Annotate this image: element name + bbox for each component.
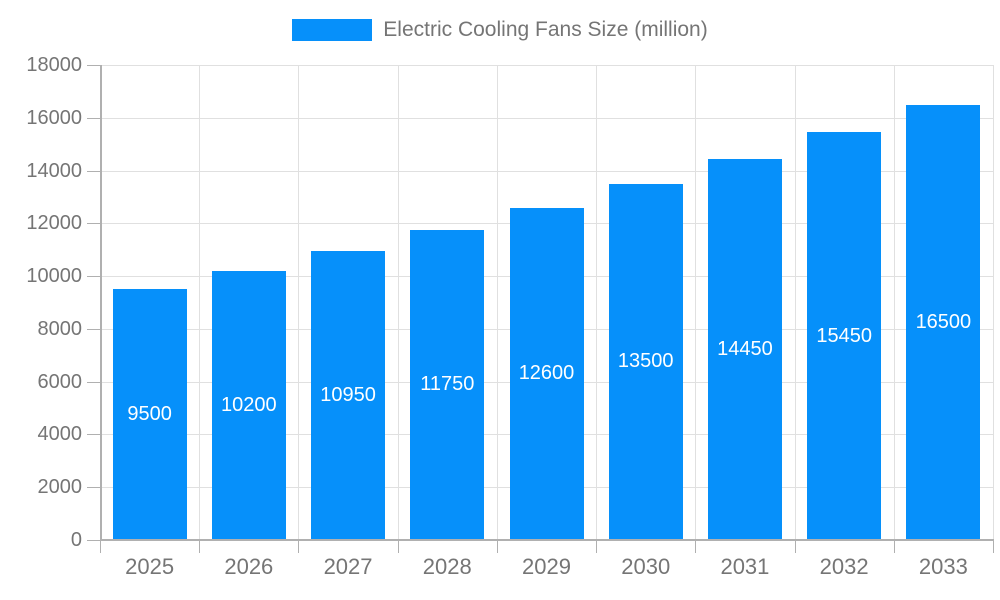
v-gridline bbox=[397, 65, 399, 540]
y-axis-label: 16000 bbox=[26, 106, 82, 129]
x-axis-label: 2028 bbox=[422, 554, 472, 579]
y-axis-label: 18000 bbox=[26, 54, 82, 76]
bar: 16500 bbox=[906, 104, 981, 540]
bar: 9500 bbox=[112, 289, 187, 540]
v-gridline bbox=[496, 65, 498, 540]
bar: 15450 bbox=[807, 132, 882, 540]
y-axis-tick bbox=[87, 328, 100, 330]
y-axis-tick bbox=[87, 170, 100, 172]
bar: 10950 bbox=[311, 251, 386, 540]
y-axis-tick bbox=[87, 381, 100, 383]
bar: 11750 bbox=[410, 229, 485, 540]
x-axis-tick bbox=[199, 540, 201, 553]
x-axis-label: 2031 bbox=[720, 554, 770, 579]
h-gridline bbox=[100, 170, 993, 172]
chart-legend: Electric Cooling Fans Size (million) bbox=[0, 18, 1000, 42]
y-axis-label: 6000 bbox=[37, 370, 83, 393]
x-axis-label: 2033 bbox=[918, 554, 968, 579]
x-axis-label: 2026 bbox=[224, 554, 274, 579]
bar-value-label: 14450 bbox=[717, 337, 773, 360]
y-axis-tick bbox=[87, 540, 100, 541]
y-axis-label: 4000 bbox=[37, 423, 83, 446]
x-axis-tick bbox=[596, 540, 598, 553]
x-axis-tick bbox=[993, 540, 994, 553]
x-axis-label: 2029 bbox=[522, 554, 571, 579]
y-axis-tick bbox=[87, 276, 100, 278]
v-gridline bbox=[199, 65, 201, 540]
y-axis-label: 2000 bbox=[37, 476, 83, 499]
v-gridline bbox=[794, 65, 796, 540]
h-gridline bbox=[100, 65, 993, 66]
x-axis-tick bbox=[794, 540, 796, 553]
v-gridline bbox=[695, 65, 697, 540]
x-axis-tick bbox=[397, 540, 399, 553]
v-gridline bbox=[298, 65, 300, 540]
bar: 12600 bbox=[509, 207, 584, 540]
y-axis-label: 14000 bbox=[26, 159, 82, 182]
y-axis-line bbox=[100, 65, 102, 540]
bar: 13500 bbox=[608, 183, 683, 540]
x-axis-tick bbox=[893, 540, 895, 553]
bar-value-label: 9500 bbox=[127, 403, 172, 426]
x-axis-label: 2027 bbox=[323, 554, 373, 579]
y-axis-tick bbox=[87, 65, 100, 66]
bar: 10200 bbox=[211, 270, 286, 540]
bar-value-label: 12600 bbox=[518, 362, 575, 385]
v-gridline bbox=[993, 65, 994, 540]
legend-label: Electric Cooling Fans Size (million) bbox=[383, 18, 708, 41]
bar-value-label: 16500 bbox=[915, 310, 972, 333]
y-axis-tick bbox=[87, 434, 100, 436]
x-axis-line bbox=[100, 539, 994, 541]
bar-value-label: 15450 bbox=[816, 324, 872, 347]
bar: 14450 bbox=[707, 158, 782, 540]
x-axis-label: 2025 bbox=[125, 554, 175, 579]
bar-value-label: 10200 bbox=[221, 393, 277, 416]
y-axis-tick bbox=[87, 487, 100, 489]
v-gridline bbox=[596, 65, 598, 540]
y-axis-tick bbox=[87, 223, 100, 225]
y-axis-label: 8000 bbox=[37, 317, 83, 340]
y-axis-label: 10000 bbox=[26, 265, 82, 288]
x-axis-tick bbox=[100, 540, 101, 553]
h-gridline bbox=[100, 117, 993, 119]
bar-value-label: 11750 bbox=[420, 373, 475, 396]
y-axis-tick bbox=[87, 117, 100, 119]
x-axis-label: 2032 bbox=[819, 554, 869, 579]
x-axis-tick bbox=[496, 540, 498, 553]
bar-value-label: 13500 bbox=[617, 350, 674, 373]
y-axis-label: 12000 bbox=[26, 212, 82, 235]
legend-swatch bbox=[292, 19, 373, 41]
v-gridline bbox=[893, 65, 895, 540]
x-axis-label: 2030 bbox=[621, 554, 671, 579]
x-axis-tick bbox=[298, 540, 300, 553]
y-axis-label: 0 bbox=[70, 529, 82, 551]
bar-value-label: 10950 bbox=[320, 384, 376, 406]
x-axis-tick bbox=[695, 540, 697, 553]
